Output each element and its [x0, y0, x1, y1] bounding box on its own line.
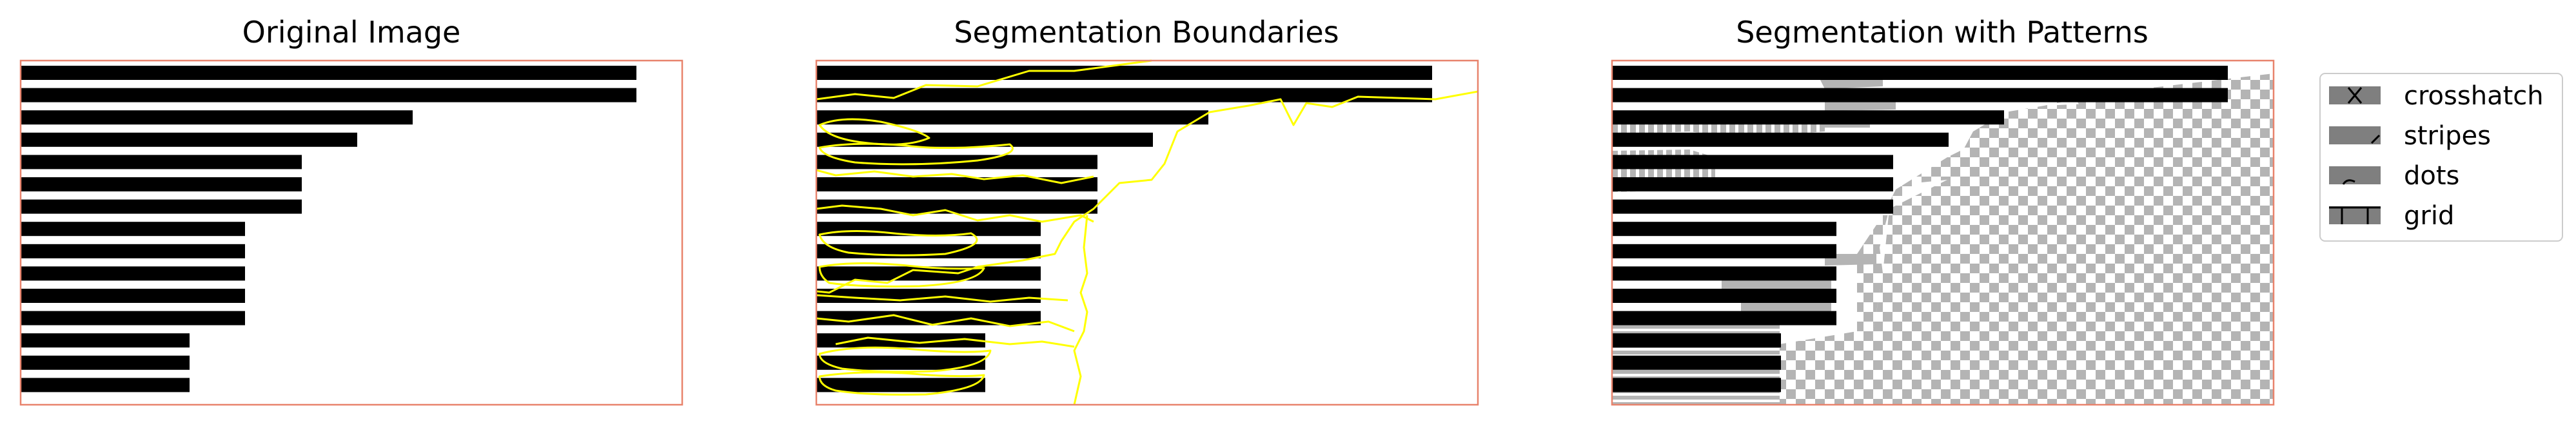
legend-item-crosshatch: crosshatch: [2329, 81, 2544, 111]
bar-shape: [1612, 155, 1893, 169]
boundary-line-bottom: [835, 336, 1075, 348]
legend-item-dots: dots: [2329, 161, 2459, 191]
bar-shape: [816, 244, 1041, 258]
bar-shape: [21, 289, 245, 303]
bar-shape: [816, 355, 985, 370]
legend-item-grid: grid: [2329, 201, 2454, 231]
bar-shape: [21, 110, 413, 125]
panel-patterns-bars: [1612, 66, 2228, 392]
bar-shape: [21, 244, 245, 258]
bar-shape: [1612, 199, 1893, 214]
bar-shape: [1612, 66, 2228, 80]
bar-shape: [1612, 311, 1836, 325]
boundary-line-left-wiggle-2: [816, 294, 1068, 303]
legend-label-stripes: stripes: [2404, 121, 2491, 151]
bar-shape: [816, 222, 1041, 237]
panel-boundaries-frame: [815, 59, 1479, 406]
boundary-line-mid: [816, 204, 1094, 223]
legend-label-dots: dots: [2404, 161, 2459, 191]
legend-frame: [2319, 73, 2563, 242]
bar-shape: [1612, 88, 2228, 102]
bar-shape: [816, 88, 1432, 102]
boundary-line-left-wiggle: [816, 169, 1094, 184]
boundary-loop-3: [818, 229, 978, 257]
boundary-line-vertical: [1073, 215, 1088, 405]
legend-dots-mark: [2342, 179, 2355, 185]
bar-shape: [816, 66, 1432, 80]
bar-shape: [816, 378, 985, 392]
panel-patterns-frame: [1611, 59, 2275, 406]
bar-shape: [21, 355, 190, 370]
segmentation-boundaries: [816, 59, 1479, 405]
bar-shape: [21, 199, 302, 214]
bar-shape: [1612, 222, 1836, 237]
bar-shape: [21, 333, 190, 348]
bar-shape: [21, 66, 636, 80]
bar-shape: [816, 266, 1041, 281]
boundary-loop-6: [818, 371, 985, 396]
legend-label-grid: grid: [2404, 201, 2454, 231]
panel-boundaries: [815, 59, 1479, 406]
pattern-region-gray-blobs: [1722, 76, 1896, 313]
bar-shape: [1612, 244, 1836, 258]
panel-title-boundaries: Segmentation Boundaries: [954, 15, 1339, 50]
pattern-region-checker-fill: [1870, 93, 2274, 405]
boundary-line-top: [816, 59, 1152, 101]
legend-label-crosshatch: crosshatch: [2404, 81, 2544, 111]
bar-shape: [21, 177, 302, 191]
boundary-loop-4: [818, 262, 985, 287]
legend: crosshatch stripes dots grid: [2319, 73, 2563, 242]
boundary-loop-2: [818, 142, 1014, 166]
legend-stripes-mark: [2370, 134, 2381, 144]
boundary-loop-1: [818, 118, 930, 146]
bar-shape: [1612, 333, 1781, 348]
bar-shape: [21, 88, 636, 102]
bar-shape: [1612, 110, 2004, 125]
bar-shape: [1612, 266, 1836, 281]
bar-shape: [1612, 132, 1949, 147]
bar-shape: [816, 177, 1097, 191]
panel-title-original: Original Image: [242, 15, 461, 50]
boundary-line-main: [816, 90, 1479, 294]
bar-shape: [21, 311, 245, 325]
boundary-loop-5: [818, 346, 992, 373]
panel-original-bars: [21, 66, 636, 392]
bar-shape: [21, 378, 190, 392]
pattern-region-checker: [1780, 73, 2274, 405]
bar-shape: [1612, 378, 1781, 392]
bar-shape: [1612, 355, 1781, 370]
legend-swatch-grid: [2329, 206, 2381, 224]
bar-shape: [21, 155, 302, 169]
legend-item-stripes: stripes: [2329, 121, 2491, 151]
legend-grid-mark: [2329, 206, 2381, 224]
panel-patterns: [1611, 59, 2275, 406]
bar-shape: [816, 110, 1208, 125]
bar-shape: [1612, 289, 1836, 303]
boundary-line-low: [816, 314, 1075, 333]
bar-shape: [1612, 177, 1893, 191]
bar-shape: [21, 222, 245, 237]
panel-title-patterns: Segmentation with Patterns: [1736, 15, 2148, 50]
panel-original: [19, 59, 683, 406]
bar-shape: [21, 132, 357, 147]
bar-shape: [21, 266, 245, 281]
panel-original-frame: [19, 59, 683, 406]
legend-crosshatch-mark: [2347, 87, 2363, 104]
